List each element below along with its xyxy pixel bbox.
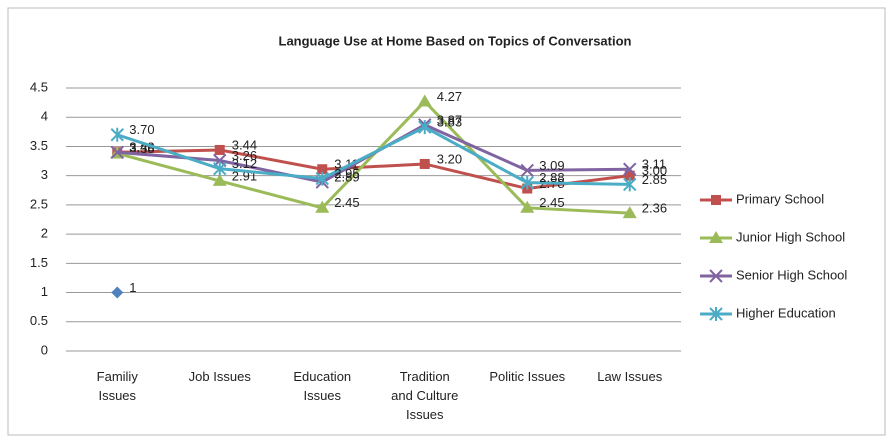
data-label: 2.89 bbox=[334, 170, 359, 185]
series-line bbox=[117, 148, 630, 191]
x-tick-label: Tradition and Culture Issues bbox=[391, 369, 459, 422]
data-label: 3.20 bbox=[437, 151, 462, 166]
marker bbox=[315, 200, 330, 213]
data-label: 3.26 bbox=[232, 148, 257, 163]
data-label: 2.88 bbox=[539, 170, 564, 185]
marker bbox=[213, 161, 227, 176]
marker bbox=[623, 162, 637, 176]
x-tick-label: Familiy Issues bbox=[96, 369, 138, 403]
marker bbox=[317, 164, 328, 175]
marker bbox=[417, 94, 432, 107]
marker bbox=[111, 286, 124, 299]
data-label: 2.36 bbox=[642, 201, 667, 216]
marker bbox=[709, 269, 723, 283]
data-label: 2.85 bbox=[642, 172, 667, 187]
marker bbox=[520, 163, 534, 178]
data-label: 2.45 bbox=[334, 195, 359, 210]
marker bbox=[622, 206, 637, 219]
x-tick-label: Law Issues bbox=[597, 369, 663, 384]
marker bbox=[418, 120, 432, 135]
data-label: 3.44 bbox=[232, 137, 257, 152]
marker bbox=[212, 173, 227, 186]
series-line bbox=[116, 125, 630, 186]
data-label: 2.45 bbox=[539, 195, 564, 210]
marker bbox=[110, 145, 124, 159]
data-label: 3.00 bbox=[642, 163, 667, 178]
x-tick-label: Education Issues bbox=[293, 369, 352, 403]
data-label: 3.09 bbox=[539, 158, 564, 173]
y-tick-label: 4.5 bbox=[30, 79, 48, 94]
data-label: 3.83 bbox=[437, 115, 462, 130]
data-label: 2.95 bbox=[334, 166, 359, 181]
y-tick-label: 3 bbox=[41, 167, 48, 182]
y-tick-label: 2 bbox=[41, 226, 48, 241]
marker bbox=[520, 200, 535, 213]
data-label: 3.70 bbox=[129, 122, 154, 137]
y-tick-label: 4 bbox=[41, 109, 48, 124]
chart-title: Language Use at Home Based on Topics of … bbox=[279, 33, 632, 48]
data-label: 1 bbox=[129, 280, 136, 295]
legend-label: Primary School bbox=[736, 191, 824, 206]
y-tick-label: 1 bbox=[41, 284, 48, 299]
chart-frame bbox=[7, 7, 886, 436]
legend-label: Higher Education bbox=[736, 305, 836, 320]
legend-label: Senior High School bbox=[736, 267, 847, 282]
marker bbox=[520, 175, 534, 190]
x-tick-label: Politic Issues bbox=[489, 369, 566, 384]
marker bbox=[110, 127, 124, 142]
data-label: 3.87 bbox=[437, 112, 462, 127]
marker bbox=[624, 170, 635, 181]
x-tick-label: Job Issues bbox=[188, 369, 251, 384]
y-tick-label: 1.5 bbox=[30, 255, 48, 270]
marker bbox=[711, 195, 721, 205]
data-label: 3.11 bbox=[642, 157, 666, 172]
y-tick-label: 3.5 bbox=[30, 138, 48, 153]
y-tick-label: 0.5 bbox=[30, 313, 48, 328]
y-tick-label: 0 bbox=[41, 342, 48, 357]
y-tick-label: 2.5 bbox=[30, 196, 48, 211]
marker bbox=[709, 307, 723, 321]
legend-label: Junior High School bbox=[736, 229, 845, 244]
marker bbox=[709, 231, 723, 243]
marker bbox=[623, 177, 637, 192]
marker bbox=[419, 158, 430, 169]
data-label: 3.12 bbox=[232, 156, 257, 171]
marker bbox=[214, 144, 225, 155]
marker bbox=[315, 171, 329, 186]
data-label: 4.27 bbox=[437, 89, 462, 104]
